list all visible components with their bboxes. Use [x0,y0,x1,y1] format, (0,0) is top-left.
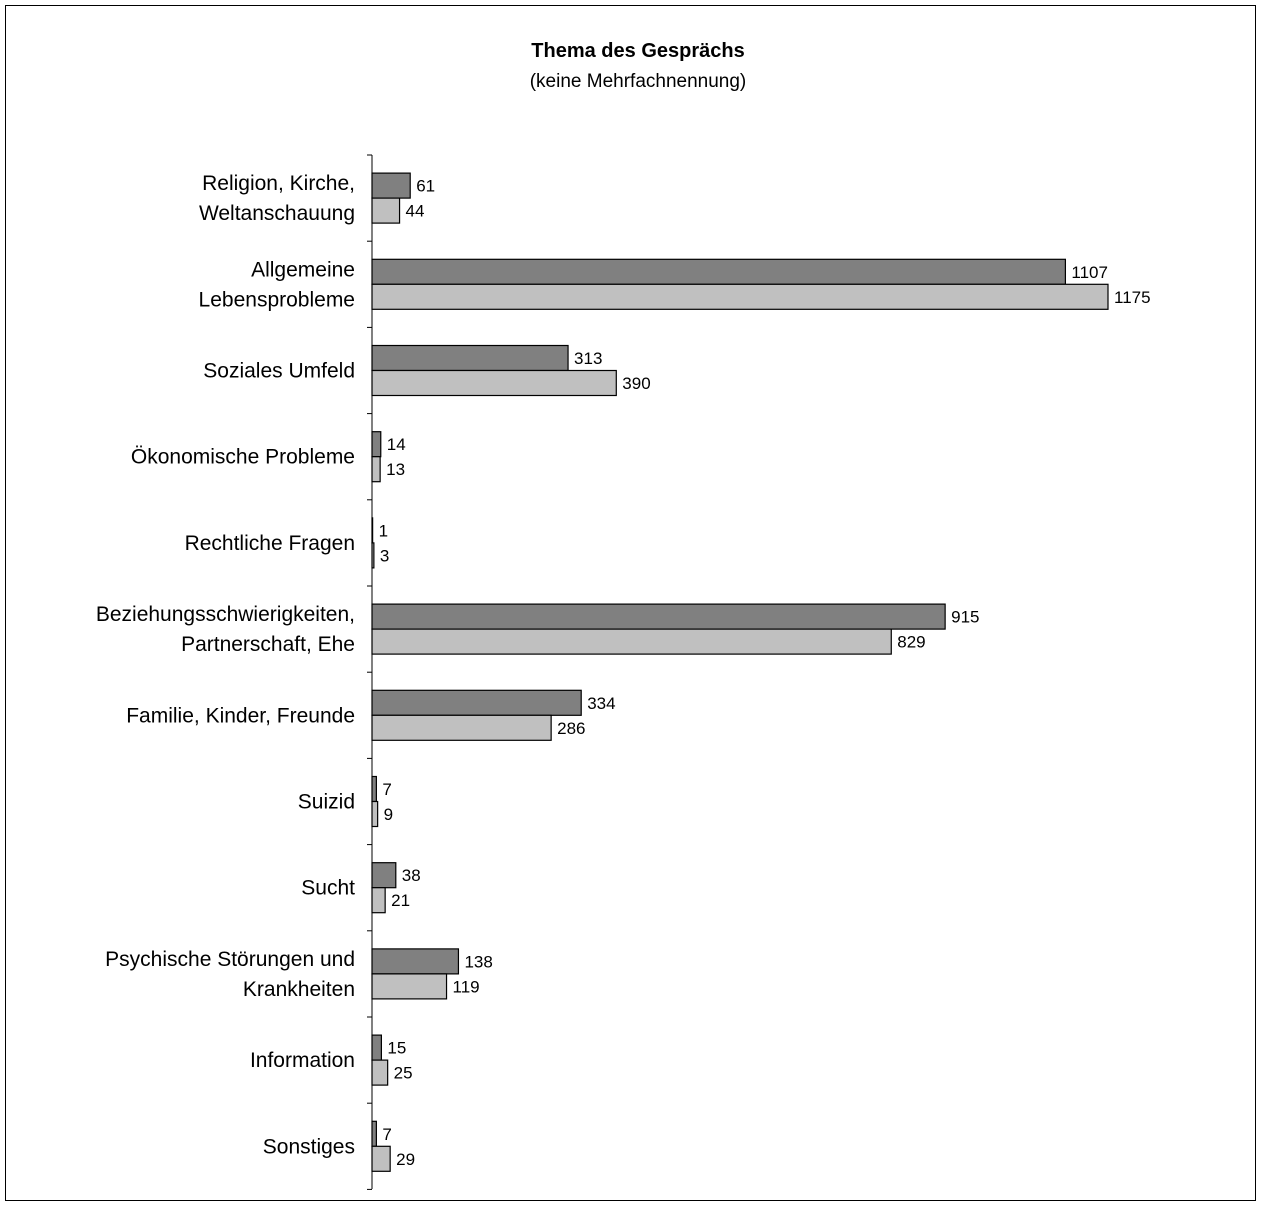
data-label: 1107 [1071,263,1108,282]
category-label: Partnerschaft, Ehe [181,633,355,656]
bar [371,775,377,803]
value-labels: 6144110711753133901413139158293342867938… [379,177,1151,1169]
bar [371,456,381,483]
bar [371,948,460,975]
category-labels: Religion, Kirche, Weltanschauung Allgemein… [96,172,355,1158]
category-label: Psychische Störungen und [105,948,355,971]
bar [371,1120,377,1147]
bar [371,887,386,914]
data-label: 25 [394,1064,413,1083]
category-label: Allgemeine [251,258,355,281]
data-label: 9 [384,805,393,824]
chart-frame: Thema des Gesprächs (keine Mehrfachnennu… [5,5,1256,1201]
category-label: Ökonomische Probleme [131,446,355,469]
category-label: Sucht [301,877,355,900]
data-label: 14 [387,435,406,454]
bar [371,344,569,372]
data-label: 915 [951,608,979,627]
bar [371,714,552,741]
data-label: 829 [897,633,925,652]
category-label: Weltanschauung [199,202,355,225]
data-label: 15 [387,1039,406,1058]
bar [371,689,582,716]
category-label: Familie, Kinder, Freunde [126,704,355,727]
data-label: 390 [622,374,650,393]
bar [371,172,411,199]
category-label: Lebensprobleme [199,288,355,311]
data-label: 7 [382,780,391,799]
category-label: Suizid [298,791,355,814]
bar [371,369,617,397]
bar [371,431,382,458]
data-label: 286 [557,719,585,738]
chart-subtitle: (keine Mehrfachnennung) [530,71,747,92]
bar [371,973,448,1000]
axis-ticks [367,154,372,1190]
bar [371,1034,382,1061]
data-label: 61 [416,177,435,196]
data-label: 29 [396,1150,415,1169]
bar [371,603,946,630]
data-label: 1 [379,521,388,540]
bar [371,197,401,224]
category-label: Krankheiten [243,978,355,1001]
bar [371,1059,389,1086]
data-label: 13 [386,460,405,479]
category-label: Sonstiges [263,1135,355,1158]
data-label: 334 [587,694,615,713]
bar [371,542,375,569]
data-label: 3 [380,546,389,565]
bar [371,862,397,889]
bar-series-group [371,172,1109,1172]
data-label: 313 [574,349,602,368]
category-label: Soziales Umfeld [203,360,355,383]
category-label: Beziehungsschwierigkeiten, [96,603,355,626]
category-label: Rechtliche Fragen [185,532,355,555]
bar [371,800,379,828]
data-label: 1175 [1114,288,1151,307]
data-label: 7 [382,1125,391,1144]
data-label: 21 [391,891,410,910]
data-label: 38 [402,866,421,885]
data-label: 119 [453,977,480,996]
bar [371,1145,391,1172]
chart-title: Thema des Gesprächs [531,40,744,62]
bar [371,517,374,544]
data-label: 138 [464,952,492,971]
bar [371,283,1109,310]
data-label: 44 [406,202,425,221]
bar [371,628,892,655]
category-label: Religion, Kirche, [202,172,355,195]
bar [371,258,1067,285]
bar-chart: Thema des Gesprächs (keine Mehrfachnennu… [96,40,1151,1190]
category-label: Information [250,1049,355,1072]
